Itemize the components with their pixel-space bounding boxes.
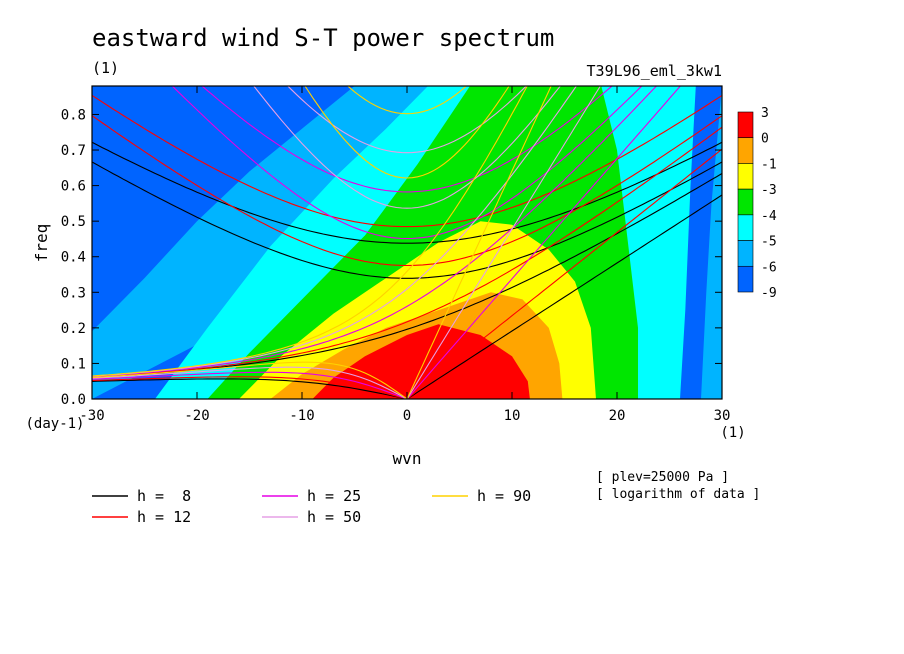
legend-label: h = 90	[477, 487, 531, 505]
y-tick-label: 0.6	[61, 179, 86, 195]
mixed-rossby-gravity-curve	[92, 126, 722, 378]
rossby-curve	[92, 371, 408, 399]
inertia-gravity-curve	[92, 141, 722, 244]
x-axis-ticks: -30 -20 -10 0 10 20 30	[79, 86, 730, 424]
colorbar-swatch	[737, 111, 754, 139]
kelvin-curve	[406, 86, 682, 399]
colorbar-label: -1	[761, 157, 777, 172]
colorbar-label: -9	[761, 286, 777, 301]
mixed-rossby-gravity-curve	[92, 86, 528, 377]
inertia-gravity-curve	[92, 115, 722, 267]
inertia-gravity-curve	[171, 86, 643, 240]
inertia-gravity-curve	[253, 86, 561, 209]
y-tick-label: 0.2	[61, 321, 86, 337]
x-unit-label: (1)	[720, 425, 745, 441]
x-axis-label: wvn	[393, 449, 422, 468]
legend-label: h = 8	[137, 487, 191, 505]
dispersion-curves	[92, 86, 722, 399]
legend: h = 8 h = 12 h = 25 h = 50 h = 90	[92, 487, 531, 526]
y-axis-label: freq	[32, 224, 51, 263]
annotation-plev: [ plev=25000 Pa ]	[596, 470, 729, 485]
run-label: T39L96_eml_3kw1	[587, 62, 722, 80]
x-tick-label: 10	[504, 408, 521, 424]
rossby-curve	[92, 366, 408, 399]
colorbar-swatch	[737, 163, 754, 190]
colorbar-label: 3	[761, 106, 769, 121]
chart-title: eastward wind S-T power spectrum	[92, 24, 554, 52]
kelvin-curve	[406, 148, 722, 399]
inertia-gravity-curve	[92, 94, 722, 228]
y-tick-label: 0.4	[61, 250, 86, 266]
inertia-gravity-curve	[304, 86, 510, 179]
colorbar-label: 0	[761, 132, 769, 147]
inertia-gravity-curve	[287, 86, 528, 154]
legend-label: h = 12	[137, 508, 191, 526]
y-tick-label: 0.3	[61, 285, 86, 301]
colorbar-label: -3	[761, 183, 777, 198]
rossby-curve	[92, 376, 408, 399]
x-tick-label: -10	[289, 408, 314, 424]
inertia-gravity-curve	[92, 161, 722, 279]
y-tick-label: 0.8	[61, 107, 86, 123]
colorbar-label: -5	[761, 235, 777, 250]
y-axis-ticks: 0.0 0.1 0.2 0.3 0.4 0.5 0.6 0.7 0.8	[61, 107, 722, 408]
x-tick-label: 30	[714, 408, 731, 424]
x-tick-label: 0	[403, 408, 411, 424]
colorbar-swatch	[737, 188, 754, 216]
inertia-gravity-curve	[347, 86, 468, 115]
colorbar-label: -6	[761, 260, 777, 275]
colorbar-swatch	[737, 240, 754, 267]
annotation-log: [ logarithm of data ]	[596, 487, 760, 502]
y-tick-label: 0.1	[61, 356, 86, 372]
colorbar: 3 0 -1 -3 -4 -5 -6 -9	[737, 106, 777, 301]
legend-label: h = 25	[307, 487, 361, 505]
rossby-curve	[92, 378, 408, 399]
colorbar-swatch	[737, 214, 754, 241]
y-tick-label: 0.7	[61, 143, 86, 159]
mixed-rossby-gravity-curve	[92, 86, 658, 378]
kelvin-curve	[406, 86, 552, 399]
kelvin-curve	[406, 86, 602, 399]
kelvin-curve	[406, 194, 722, 399]
colorbar-swatch	[737, 137, 754, 164]
x-tick-label: -30	[79, 408, 104, 424]
inertia-gravity-curve	[201, 86, 613, 193]
colorbar-label: -4	[761, 209, 777, 224]
y-tick-label: 0.0	[61, 392, 86, 408]
x-tick-label: -20	[184, 408, 209, 424]
y-unit-label: (day-1)	[25, 416, 84, 432]
colorbar-swatch	[737, 265, 754, 293]
contour-fill	[312, 324, 530, 399]
legend-label: h = 50	[307, 508, 361, 526]
x-tick-label: 20	[609, 408, 626, 424]
rossby-curve	[92, 361, 408, 399]
title-unit: (1)	[92, 59, 119, 77]
contour-fills	[92, 86, 722, 399]
y-tick-label: 0.5	[61, 214, 86, 230]
mixed-rossby-gravity-curve	[92, 86, 578, 377]
